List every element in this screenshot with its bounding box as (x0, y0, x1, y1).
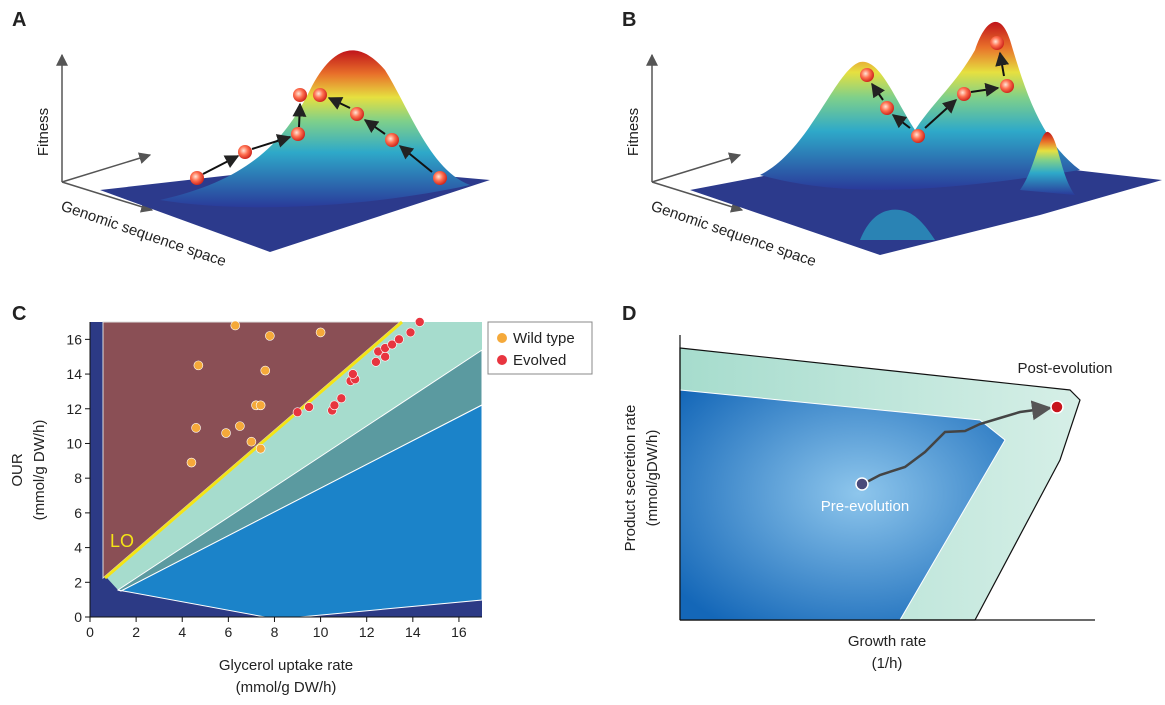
y-tick-label: 14 (66, 366, 82, 382)
legend-label: Wild type (513, 330, 575, 347)
lo-line (104, 320, 403, 580)
y-tick-label: 0 (74, 609, 82, 625)
y-axis-label: OUR (9, 453, 26, 487)
fitness-peak (160, 50, 470, 208)
point (265, 331, 275, 341)
axis-label: Product secretion rate (622, 405, 639, 552)
x-axis-unit: (mmol/g DW/h) (236, 679, 337, 696)
x-tick-label: 12 (359, 624, 375, 640)
panel-label: C (12, 303, 26, 325)
x-tick-label: 16 (451, 624, 467, 640)
point (348, 369, 358, 379)
axis-label: Fitness (625, 108, 642, 156)
x-tick-label: 10 (313, 624, 329, 640)
fitness-peak (760, 21, 1080, 190)
panel-c: C LO OUR (mmol/g DW/h) Glycerol uptake r… (9, 303, 593, 696)
pre-point (855, 477, 869, 491)
point (235, 421, 245, 431)
point (329, 400, 340, 411)
panel-d: D Pre-evolution Post-evolution Product s… (622, 303, 1113, 672)
axis-arrow (651, 181, 744, 213)
point (315, 327, 326, 338)
y-tick-label: 8 (74, 470, 82, 486)
y-tick-label: 6 (74, 505, 82, 521)
point (221, 428, 231, 438)
y-tick-label: 4 (74, 540, 82, 556)
fitness-peak (1020, 131, 1075, 195)
x-tick-label: 8 (271, 624, 279, 640)
point (260, 365, 271, 376)
x-tick-label: 2 (132, 624, 140, 640)
panel-label: B (622, 9, 636, 31)
population-markers (860, 36, 1014, 143)
panel-b: B Fitness Genomic sequence space (622, 9, 1162, 270)
population-markers (190, 88, 447, 185)
point (193, 360, 204, 371)
fitness-peak (860, 209, 935, 240)
axis-arrow (61, 181, 154, 213)
axis-arrow (61, 152, 152, 183)
legend-marker (497, 355, 507, 365)
point (336, 393, 347, 404)
point (191, 423, 201, 433)
y-axis-unit: (mmol/g DW/h) (31, 420, 48, 521)
paths (871, 51, 1010, 129)
panel-a: A Fitness Genomic sequence space (12, 9, 490, 270)
point (292, 407, 303, 418)
point (394, 334, 404, 345)
axis-unit: (1/h) (872, 655, 903, 672)
panel-label: A (12, 9, 26, 31)
x-tick-label: 14 (405, 624, 421, 640)
y-tick-label: 10 (66, 435, 82, 451)
y-tick-label: 12 (66, 401, 82, 417)
point (380, 351, 390, 362)
axis-arrow (651, 152, 742, 183)
point (414, 317, 425, 327)
point (246, 436, 257, 447)
x-axis-label: Glycerol uptake rate (219, 657, 353, 674)
point (255, 443, 266, 454)
x-tick-label: 6 (224, 624, 232, 640)
point (186, 457, 197, 468)
annotation: Pre-evolution (821, 498, 909, 515)
x-tick-label: 0 (86, 624, 94, 640)
region (107, 322, 482, 590)
point (255, 400, 266, 411)
point (304, 402, 314, 412)
point (405, 327, 416, 338)
y-tick-label: 16 (66, 331, 82, 347)
point (371, 357, 381, 367)
legend-marker (497, 333, 507, 343)
y-tick-label: 2 (74, 574, 82, 590)
x-tick-label: 4 (178, 624, 186, 640)
post-point (1050, 400, 1064, 414)
paths (202, 97, 433, 175)
evolution-path (862, 400, 1052, 486)
annotation: Post-evolution (1017, 360, 1112, 377)
legend-box (487, 321, 593, 375)
point (230, 320, 241, 331)
panel-label: D (622, 303, 636, 325)
annotation: LO (110, 531, 134, 551)
axis-label: Fitness (35, 108, 52, 156)
axis-label: Growth rate (848, 633, 926, 650)
legend-label: Evolved (513, 352, 566, 369)
axis-unit: (mmol/gDW/h) (644, 430, 661, 527)
point (387, 339, 397, 350)
